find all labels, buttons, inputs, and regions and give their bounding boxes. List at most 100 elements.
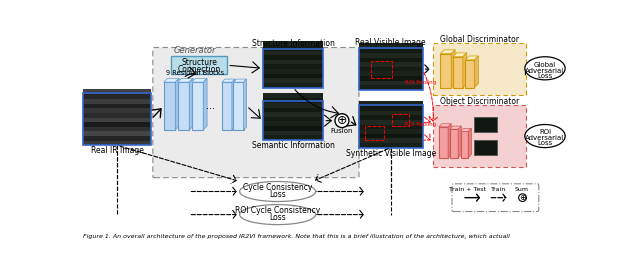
Bar — [359, 101, 422, 106]
Text: Loss: Loss — [269, 190, 286, 199]
Bar — [263, 125, 323, 131]
Bar — [83, 98, 151, 104]
Bar — [359, 105, 422, 148]
Text: ROI Pooling: ROI Pooling — [405, 122, 436, 127]
Bar — [359, 66, 422, 72]
Bar — [83, 93, 151, 145]
Bar — [83, 140, 151, 145]
Text: Real Visible Image: Real Visible Image — [355, 38, 426, 47]
Bar — [83, 94, 151, 99]
Bar — [172, 56, 227, 75]
Bar — [263, 49, 323, 88]
Bar — [450, 129, 458, 158]
Text: Adversarial: Adversarial — [525, 68, 564, 74]
Bar — [452, 57, 463, 88]
Bar — [234, 82, 244, 130]
Polygon shape — [178, 78, 193, 82]
Text: Connection: Connection — [178, 65, 221, 74]
Text: Adversarial: Adversarial — [525, 135, 564, 141]
Bar — [263, 41, 323, 46]
Bar — [371, 61, 392, 78]
Bar — [439, 127, 448, 158]
Bar — [263, 49, 323, 88]
Bar — [263, 101, 323, 140]
Bar — [359, 105, 422, 148]
Bar — [263, 78, 323, 83]
Bar — [359, 142, 422, 148]
Bar — [365, 126, 384, 140]
Text: Cycle Consistency: Cycle Consistency — [243, 183, 312, 192]
Bar — [359, 71, 422, 76]
Circle shape — [335, 114, 349, 128]
Bar — [263, 50, 323, 55]
Bar — [222, 82, 232, 130]
Bar — [433, 105, 525, 167]
Text: Loss: Loss — [538, 73, 552, 79]
Bar — [359, 47, 422, 53]
Polygon shape — [474, 56, 478, 88]
Text: ⊕: ⊕ — [519, 193, 526, 202]
Bar — [359, 47, 422, 90]
Bar — [461, 132, 468, 158]
Bar — [359, 75, 422, 81]
Text: Train + Test: Train + Test — [449, 187, 486, 192]
Text: ...: ... — [205, 101, 214, 111]
Polygon shape — [234, 79, 246, 82]
Text: Generator: Generator — [173, 46, 216, 55]
Bar — [465, 60, 474, 88]
Bar — [359, 119, 422, 124]
Bar — [263, 102, 323, 108]
Bar — [83, 93, 151, 145]
Bar — [263, 107, 323, 112]
Text: Real IR Image: Real IR Image — [91, 146, 143, 155]
Text: ROI: ROI — [539, 129, 551, 135]
Bar — [359, 80, 422, 85]
Polygon shape — [451, 50, 455, 88]
Text: Structure: Structure — [181, 58, 218, 67]
Bar — [359, 124, 422, 129]
Bar — [359, 57, 422, 62]
Bar — [263, 130, 323, 135]
Bar — [191, 82, 204, 130]
Bar — [83, 131, 151, 136]
Polygon shape — [204, 78, 207, 130]
Text: 9 Residual Blocks: 9 Residual Blocks — [166, 70, 224, 76]
Bar — [83, 135, 151, 141]
Text: ROI Cycle Consistency: ROI Cycle Consistency — [235, 206, 320, 215]
Bar — [263, 116, 323, 121]
Polygon shape — [458, 126, 461, 158]
Polygon shape — [463, 53, 467, 88]
Text: Loss: Loss — [538, 140, 552, 146]
Text: ROI Pooling: ROI Pooling — [405, 80, 436, 85]
Text: Structure Information: Structure Information — [252, 39, 335, 48]
Polygon shape — [439, 124, 451, 127]
Bar — [359, 105, 422, 111]
Bar — [263, 59, 323, 64]
Text: Synthetic Visible Image: Synthetic Visible Image — [346, 149, 436, 158]
Ellipse shape — [525, 57, 565, 80]
Bar — [474, 117, 497, 132]
Bar — [263, 112, 323, 117]
Polygon shape — [440, 50, 455, 54]
Bar — [263, 98, 323, 103]
Bar — [164, 82, 175, 130]
Bar — [359, 61, 422, 67]
Polygon shape — [244, 79, 246, 130]
Bar — [83, 126, 151, 132]
Bar — [263, 45, 323, 51]
Bar — [263, 73, 323, 78]
Text: Global: Global — [534, 62, 556, 68]
Bar — [359, 128, 422, 134]
Bar — [83, 108, 151, 113]
Bar — [433, 43, 525, 95]
Text: ⊕: ⊕ — [337, 114, 347, 127]
Bar — [359, 52, 422, 58]
Bar — [392, 114, 408, 126]
Bar — [178, 82, 189, 130]
Bar — [359, 110, 422, 115]
Text: Semantic Information: Semantic Information — [252, 141, 335, 150]
Bar — [359, 138, 422, 143]
Bar — [83, 103, 151, 108]
Text: Global Discriminator: Global Discriminator — [440, 35, 518, 44]
FancyBboxPatch shape — [153, 47, 359, 178]
